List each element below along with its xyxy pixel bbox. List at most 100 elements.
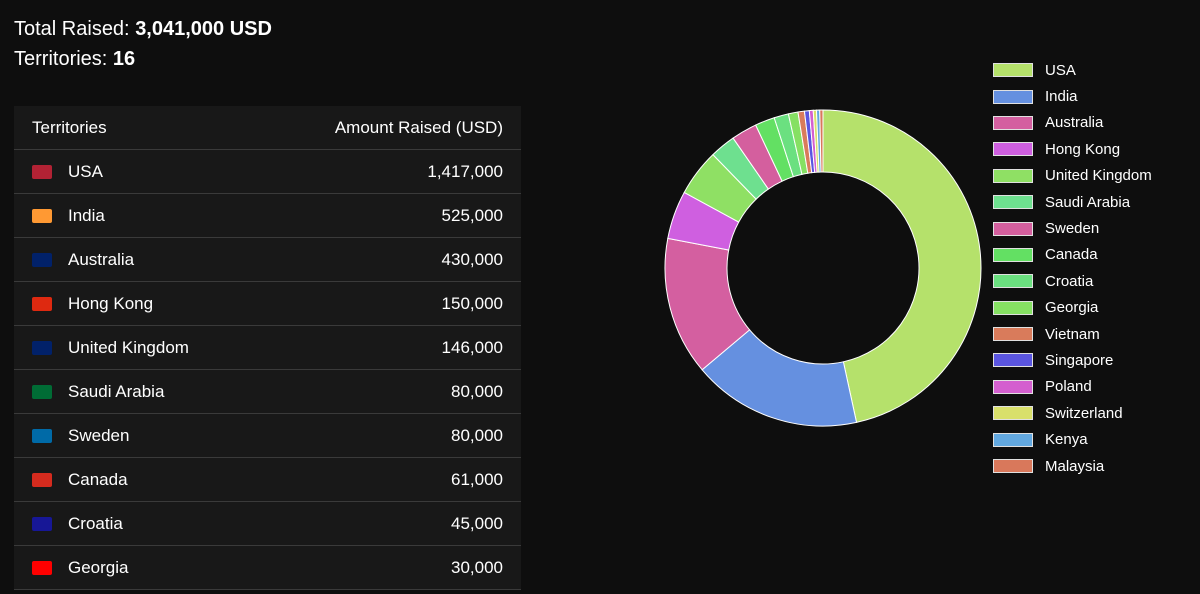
- legend-item[interactable]: India: [993, 83, 1152, 109]
- legend-item[interactable]: Georgia: [993, 295, 1152, 321]
- legend-item[interactable]: United Kingdom: [993, 163, 1152, 189]
- table-row: USA 1,417,000: [14, 150, 521, 194]
- territory-cell: Hong Kong: [32, 294, 153, 314]
- territory-name: Georgia: [68, 557, 129, 577]
- legend-label: Canada: [1045, 246, 1098, 264]
- sa-flag-icon: [32, 384, 52, 399]
- legend-item[interactable]: Hong Kong: [993, 136, 1152, 162]
- table-body: USA 1,417,000 India 525,000 Australia 430,000…: [14, 150, 521, 590]
- territory-name: USA: [68, 161, 103, 181]
- legend-item[interactable]: Croatia: [993, 268, 1152, 294]
- legend-label: USA: [1045, 61, 1076, 79]
- table-row: United Kingdom 146,000: [14, 326, 521, 370]
- territory-name: Australia: [68, 249, 135, 269]
- legend-item[interactable]: Singapore: [993, 347, 1152, 373]
- in-flag-icon: [32, 208, 52, 223]
- legend-swatch: [993, 379, 1033, 394]
- legend-item[interactable]: Australia: [993, 110, 1152, 136]
- amount-cell: 80,000: [451, 425, 503, 445]
- legend-item[interactable]: USA: [993, 57, 1152, 83]
- legend-swatch: [993, 274, 1033, 289]
- legend-label: Georgia: [1045, 299, 1099, 317]
- amount-cell: 80,000: [451, 381, 503, 401]
- territory-name: United Kingdom: [68, 337, 189, 357]
- legend-label: Hong Kong: [1045, 140, 1121, 158]
- table-row: Hong Kong 150,000: [14, 282, 521, 326]
- table-row: Canada 61,000: [14, 458, 521, 502]
- gb-flag-icon: [32, 340, 52, 355]
- territory-cell: Croatia: [32, 514, 123, 534]
- amount-cell: 525,000: [441, 205, 503, 225]
- table-header: Territories Amount Raised (USD): [14, 106, 521, 150]
- amount-cell: 150,000: [441, 293, 503, 313]
- legend-label: Australia: [1045, 114, 1104, 132]
- amount-cell: 146,000: [441, 337, 503, 357]
- legend-item[interactable]: Canada: [993, 242, 1152, 268]
- header-amount: Amount Raised (USD): [334, 117, 503, 137]
- legend-item[interactable]: Malaysia: [993, 453, 1152, 479]
- legend-swatch: [993, 195, 1033, 210]
- total-raised-value: 3,041,000 USD: [135, 18, 272, 40]
- territory-name: Sweden: [68, 425, 130, 445]
- table-row: Saudi Arabia 80,000: [14, 370, 521, 414]
- legend-swatch: [993, 327, 1033, 342]
- legend-label: Vietnam: [1045, 325, 1100, 343]
- table-row: Australia 430,000: [14, 238, 521, 282]
- legend-label: Kenya: [1045, 431, 1088, 449]
- legend-item[interactable]: Kenya: [993, 426, 1152, 452]
- legend-label: Croatia: [1045, 272, 1094, 290]
- donut-slice-malaysia[interactable]: [819, 109, 824, 173]
- legend-item[interactable]: Vietnam: [993, 321, 1152, 347]
- territory-cell: United Kingdom: [32, 338, 189, 358]
- donut-chart: [664, 109, 982, 427]
- territories-table: Territories Amount Raised (USD) USA 1,417…: [14, 106, 521, 590]
- ge-flag-icon: [32, 560, 52, 575]
- table-row: Croatia 45,000: [14, 502, 521, 546]
- hk-flag-icon: [32, 296, 52, 311]
- territory-cell: Saudi Arabia: [32, 382, 164, 402]
- table-row: Sweden 80,000: [14, 414, 521, 458]
- amount-cell: 30,000: [451, 557, 503, 577]
- legend-item[interactable]: Sweden: [993, 215, 1152, 241]
- legend-swatch: [993, 406, 1033, 421]
- territories-count: Territories: 16: [14, 44, 272, 74]
- legend-label: United Kingdom: [1045, 167, 1152, 185]
- hr-flag-icon: [32, 516, 52, 531]
- legend-swatch: [993, 432, 1033, 447]
- territory-cell: Sweden: [32, 426, 129, 446]
- territory-cell: Australia: [32, 250, 134, 270]
- legend-label: Saudi Arabia: [1045, 193, 1131, 211]
- legend-swatch: [993, 459, 1033, 474]
- amount-cell: 61,000: [451, 469, 503, 489]
- legend-swatch: [993, 89, 1033, 104]
- territory-cell: Georgia: [32, 558, 128, 578]
- legend-label: Malaysia: [1045, 457, 1105, 475]
- legend-item[interactable]: Saudi Arabia: [993, 189, 1152, 215]
- legend-item[interactable]: Switzerland: [993, 400, 1152, 426]
- header-territories: Territories: [32, 117, 107, 137]
- territories-count-value: 16: [112, 48, 136, 70]
- donut-slice-usa[interactable]: [822, 109, 982, 423]
- legend-item[interactable]: Poland: [993, 374, 1152, 400]
- legend-label: Sweden: [1045, 220, 1100, 238]
- legend-swatch: [993, 168, 1033, 183]
- amount-cell: 430,000: [441, 249, 503, 269]
- amount-cell: 45,000: [451, 513, 503, 533]
- table-row: India 525,000: [14, 194, 521, 238]
- legend-label: Switzerland: [1045, 404, 1123, 422]
- legend-swatch: [993, 115, 1033, 130]
- territory-cell: Canada: [32, 470, 128, 490]
- total-raised: Total Raised: 3,041,000 USD: [14, 14, 272, 44]
- ca-flag-icon: [32, 472, 52, 487]
- au-flag-icon: [32, 252, 52, 267]
- legend-label: Singapore: [1045, 351, 1114, 369]
- chart-legend: USA India Australia Hong Kong United Kingdom…: [993, 57, 1152, 479]
- territory-cell: USA: [32, 162, 103, 182]
- territories-count-label: Territories:: [14, 48, 108, 70]
- legend-label: India: [1045, 88, 1078, 106]
- legend-swatch: [993, 247, 1033, 262]
- territory-name: India: [68, 205, 105, 225]
- territory-cell: India: [32, 206, 105, 226]
- se-flag-icon: [32, 428, 52, 443]
- summary: Total Raised: 3,041,000 USD Territories:…: [14, 14, 272, 74]
